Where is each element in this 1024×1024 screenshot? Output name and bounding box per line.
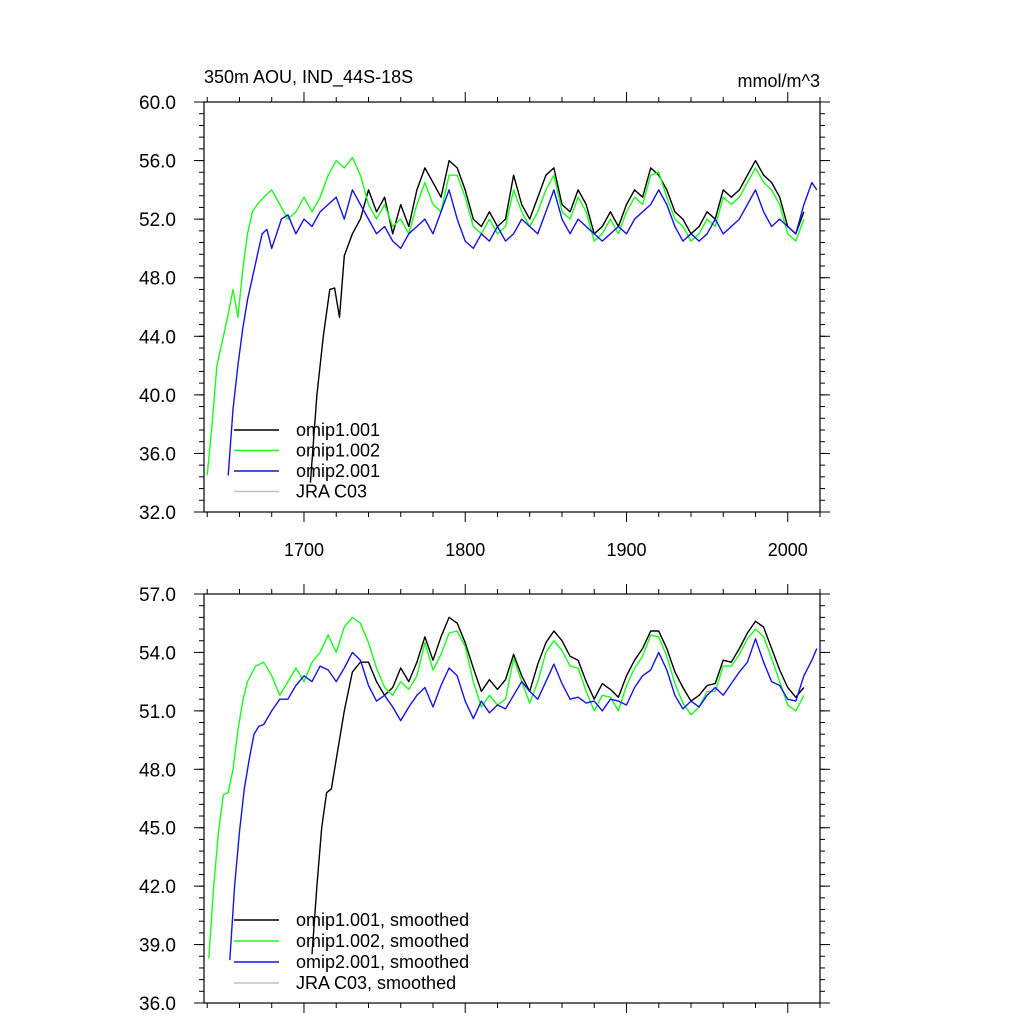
series-group	[208, 616, 818, 961]
series-line-omip1-002	[208, 616, 805, 959]
y-tick-label: 57.0	[139, 585, 176, 606]
legend-label: omip2.001	[296, 461, 380, 481]
y-tick-label: 32.0	[139, 503, 176, 524]
y-tick-label: 42.0	[139, 877, 176, 898]
x-tick-label: 1700	[284, 540, 324, 560]
plot-frame	[203, 593, 821, 1004]
legend-label: omip1.001, smoothed	[296, 910, 469, 930]
plot-frame	[203, 101, 821, 513]
series-group	[206, 156, 818, 483]
y-tick-label: 44.0	[139, 327, 176, 348]
series-line-omip1-002	[206, 156, 805, 476]
legend-label: JRA C03	[296, 482, 367, 502]
y-tick-label: 39.0	[139, 936, 176, 957]
series-line-omip1-001	[309, 159, 805, 483]
x-tick-label: 2000	[768, 540, 808, 560]
legend-label: omip1.001	[296, 420, 380, 440]
legend-label: omip2.001, smoothed	[296, 952, 469, 972]
legend-label: JRA C03, smoothed	[296, 973, 456, 993]
chart-units: mmol/m^3	[738, 71, 820, 91]
x-tick-label: 1900	[606, 540, 646, 560]
y-tick-label: 54.0	[139, 643, 176, 664]
y-tick-label: 45.0	[139, 819, 176, 840]
y-tick-label: 52.0	[139, 210, 176, 231]
bottom-panel: 36.0 39.0 42.0 45.0 48.0 51.0 54.0 57.0 omip1.00…	[139, 584, 830, 1015]
y-tick-label: 48.0	[139, 760, 176, 781]
y-tick-label: 56.0	[139, 152, 176, 173]
y-tick-label: 40.0	[139, 386, 176, 407]
y-tick-label: 36.0	[139, 444, 176, 465]
legend-label: omip1.002, smoothed	[296, 931, 469, 951]
series-line-omip2-001	[229, 638, 818, 961]
series-line-omip2-001	[227, 181, 818, 476]
y-tick-label: 60.0	[139, 93, 176, 114]
x-tick-label: 1800	[445, 540, 485, 560]
y-tick-label: 48.0	[139, 269, 176, 290]
y-tick-label: 36.0	[139, 994, 176, 1015]
chart-title: 350m AOU, IND_44S-18S	[204, 67, 413, 88]
series-line-omip1-001	[311, 616, 805, 955]
y-tick-label: 51.0	[139, 702, 176, 723]
legend-label: omip1.002	[296, 441, 380, 461]
top-panel: 1700 1800 1900 2000 32.0 36.0 40.0 44.0 48.0 52.0…	[139, 92, 830, 560]
